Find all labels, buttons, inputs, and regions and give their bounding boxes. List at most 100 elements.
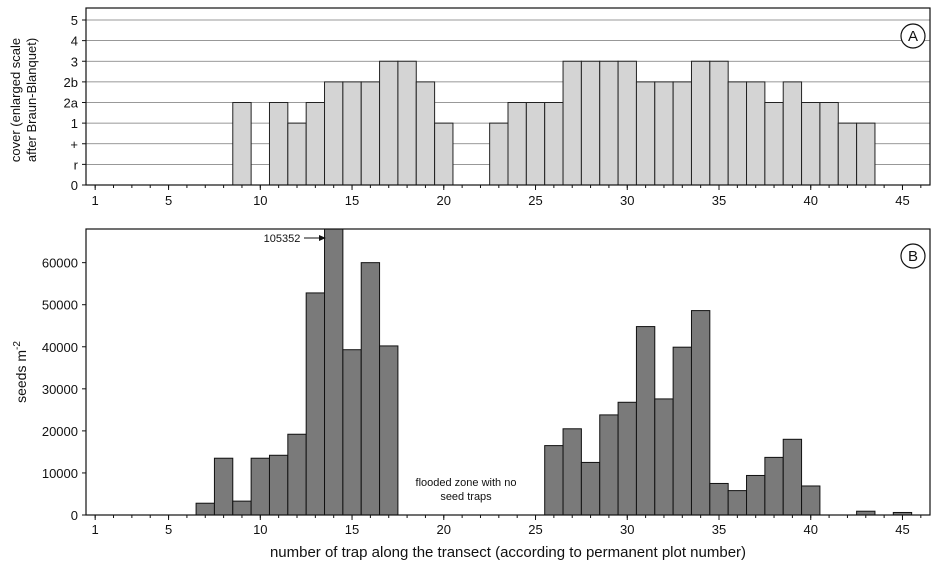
panel-b-bar — [268, 454, 289, 516]
flooded-zone-annotation-line1: flooded zone with no — [416, 477, 517, 489]
panel-b-bars — [195, 228, 913, 516]
panel-b-x-tick-label: 20 — [437, 522, 451, 537]
panel-b-x-tick-label: 10 — [253, 522, 267, 537]
panel-b-bar — [213, 457, 234, 516]
panel-b-bar — [746, 474, 766, 516]
panel-a-bar — [562, 60, 582, 186]
panel-a-bar — [379, 60, 399, 186]
panel-b-x-tick-label: 25 — [528, 522, 542, 537]
panel-b-bar — [782, 438, 803, 516]
panel-a-bar — [397, 60, 417, 186]
panel-b-bar — [250, 457, 270, 516]
panel-a-x-tick-label: 15 — [345, 193, 359, 208]
panel-a-bar — [672, 81, 692, 186]
panel-a-y-tick-label: 5 — [71, 13, 78, 28]
panel-a-frame — [85, 7, 931, 186]
panel-b-x-tick-label: 15 — [345, 522, 359, 537]
panel-b-bar — [232, 500, 252, 516]
panel-b-bar — [342, 349, 362, 516]
panel-b-label-circle — [900, 243, 926, 269]
panel-a-bar — [415, 81, 436, 186]
panel-a-bar — [489, 122, 509, 186]
panel-b-x-axis-title: number of trap along the transect (accor… — [270, 544, 746, 561]
panel-b-y-tick-label: 20000 — [42, 424, 78, 439]
panel-b-y-tick-label: 40000 — [42, 340, 78, 355]
panel-a-bar — [287, 122, 307, 186]
panel-a-x-tick-label: 20 — [437, 193, 451, 208]
panel-b-bar — [562, 428, 582, 516]
panel-a-bars — [232, 60, 876, 186]
panel-b-x-tick-label: 1 — [92, 522, 99, 537]
panel-a-bar — [727, 81, 748, 186]
panel-b-bar — [801, 485, 821, 516]
panel-b-y-tick-labels: 0 10000 20000 30000 40000 50000 60000 — [42, 256, 86, 523]
panel-a-bar — [434, 122, 454, 186]
panel-b-x-tick-label: 5 — [165, 522, 172, 537]
flooded-zone-annotation-line2: seed traps — [440, 491, 492, 503]
panel-a-x-tick-label: 10 — [253, 193, 267, 208]
panel-a-x-tick-labels: 1 5 10 15 20 25 30 35 40 45 — [92, 185, 922, 208]
panel-b-bar — [727, 490, 748, 516]
panel-a-bar — [525, 102, 546, 186]
panel-b-bar — [654, 398, 674, 516]
panel-a-bar — [635, 81, 656, 186]
panel-a-bar — [837, 122, 858, 186]
clipped-bar-arrowhead — [319, 235, 326, 241]
panel-a-bar — [580, 60, 601, 186]
panel-a-x-tick-label: 5 — [165, 193, 172, 208]
panel-b-x-tick-label: 45 — [895, 522, 909, 537]
panel-a-x-tick-label: 25 — [528, 193, 542, 208]
panel-a-y-axis-title-line1: cover (enlarged scale — [8, 38, 23, 162]
panel-b-bar — [709, 482, 729, 516]
panel-b-y-tick-label: 30000 — [42, 382, 78, 397]
panel-a-bar — [764, 102, 784, 186]
panel-a-bar — [324, 81, 344, 186]
panel-a-y-tick-labels: 0 r +1 2a 2b 3 4 5 — [64, 13, 86, 193]
panel-a-bar — [746, 81, 766, 186]
panel-a-x-tick-label: 35 — [712, 193, 726, 208]
panel-b-bar — [580, 461, 601, 516]
panel-b-x-tick-labels: 1 5 10 15 20 25 30 35 40 45 — [92, 515, 922, 537]
panel-a-bar — [360, 81, 381, 186]
panel-a-y-tick-label: + — [70, 137, 78, 152]
panel-b-bar — [764, 456, 784, 516]
panel-b-bar — [360, 262, 381, 516]
clipped-bar-value-label: 105352 — [264, 233, 301, 245]
panel-b-y-tick-label: 10000 — [42, 466, 78, 481]
panel-b-bar — [690, 310, 711, 516]
panel-a-x-tick-label: 45 — [895, 193, 909, 208]
panel-b-bar — [617, 401, 637, 516]
panel-b-bar — [635, 326, 656, 516]
panel-a-x-tick-label: 40 — [804, 193, 818, 208]
panel-b-bar — [324, 228, 344, 516]
panel-a-y-tick-label: 2b — [64, 75, 78, 90]
panel-a-bar — [801, 102, 821, 186]
panel-b-bar — [599, 414, 619, 516]
panel-b-bar — [195, 502, 215, 516]
panel-a-bar — [544, 102, 564, 186]
panel-a-bar — [690, 60, 711, 186]
panel-a-y-tick-label: r — [74, 157, 79, 172]
panel-b-y-tick-label: 60000 — [42, 256, 78, 271]
panel-b-bar — [544, 445, 564, 516]
panel-b-bar — [379, 345, 399, 516]
panel-a-y-axis-title-line2: after Braun-Blanquet) — [24, 38, 39, 162]
panel-a-bar — [507, 102, 527, 186]
panel-a-bar — [305, 102, 326, 186]
panel-a-bar — [654, 81, 674, 186]
panel-b-bar — [287, 433, 307, 516]
panel-a-x-tick-label: 30 — [620, 193, 634, 208]
panel-a-bar — [782, 81, 803, 186]
panel-a-bar — [232, 102, 252, 186]
panel-b-x-tick-label: 35 — [712, 522, 726, 537]
panel-a-x-tick-label: 1 — [92, 193, 99, 208]
panel-b-x-tick-label: 30 — [620, 522, 634, 537]
panel-b-x-tick-label: 40 — [804, 522, 818, 537]
panel-a-bar — [599, 60, 619, 186]
panel-b-y-axis-title: seeds m-2 — [12, 341, 29, 403]
panel-a-y-tick-label: 4 — [71, 34, 78, 49]
panel-a-bar — [268, 102, 289, 186]
panel-a-label-circle — [900, 23, 926, 49]
